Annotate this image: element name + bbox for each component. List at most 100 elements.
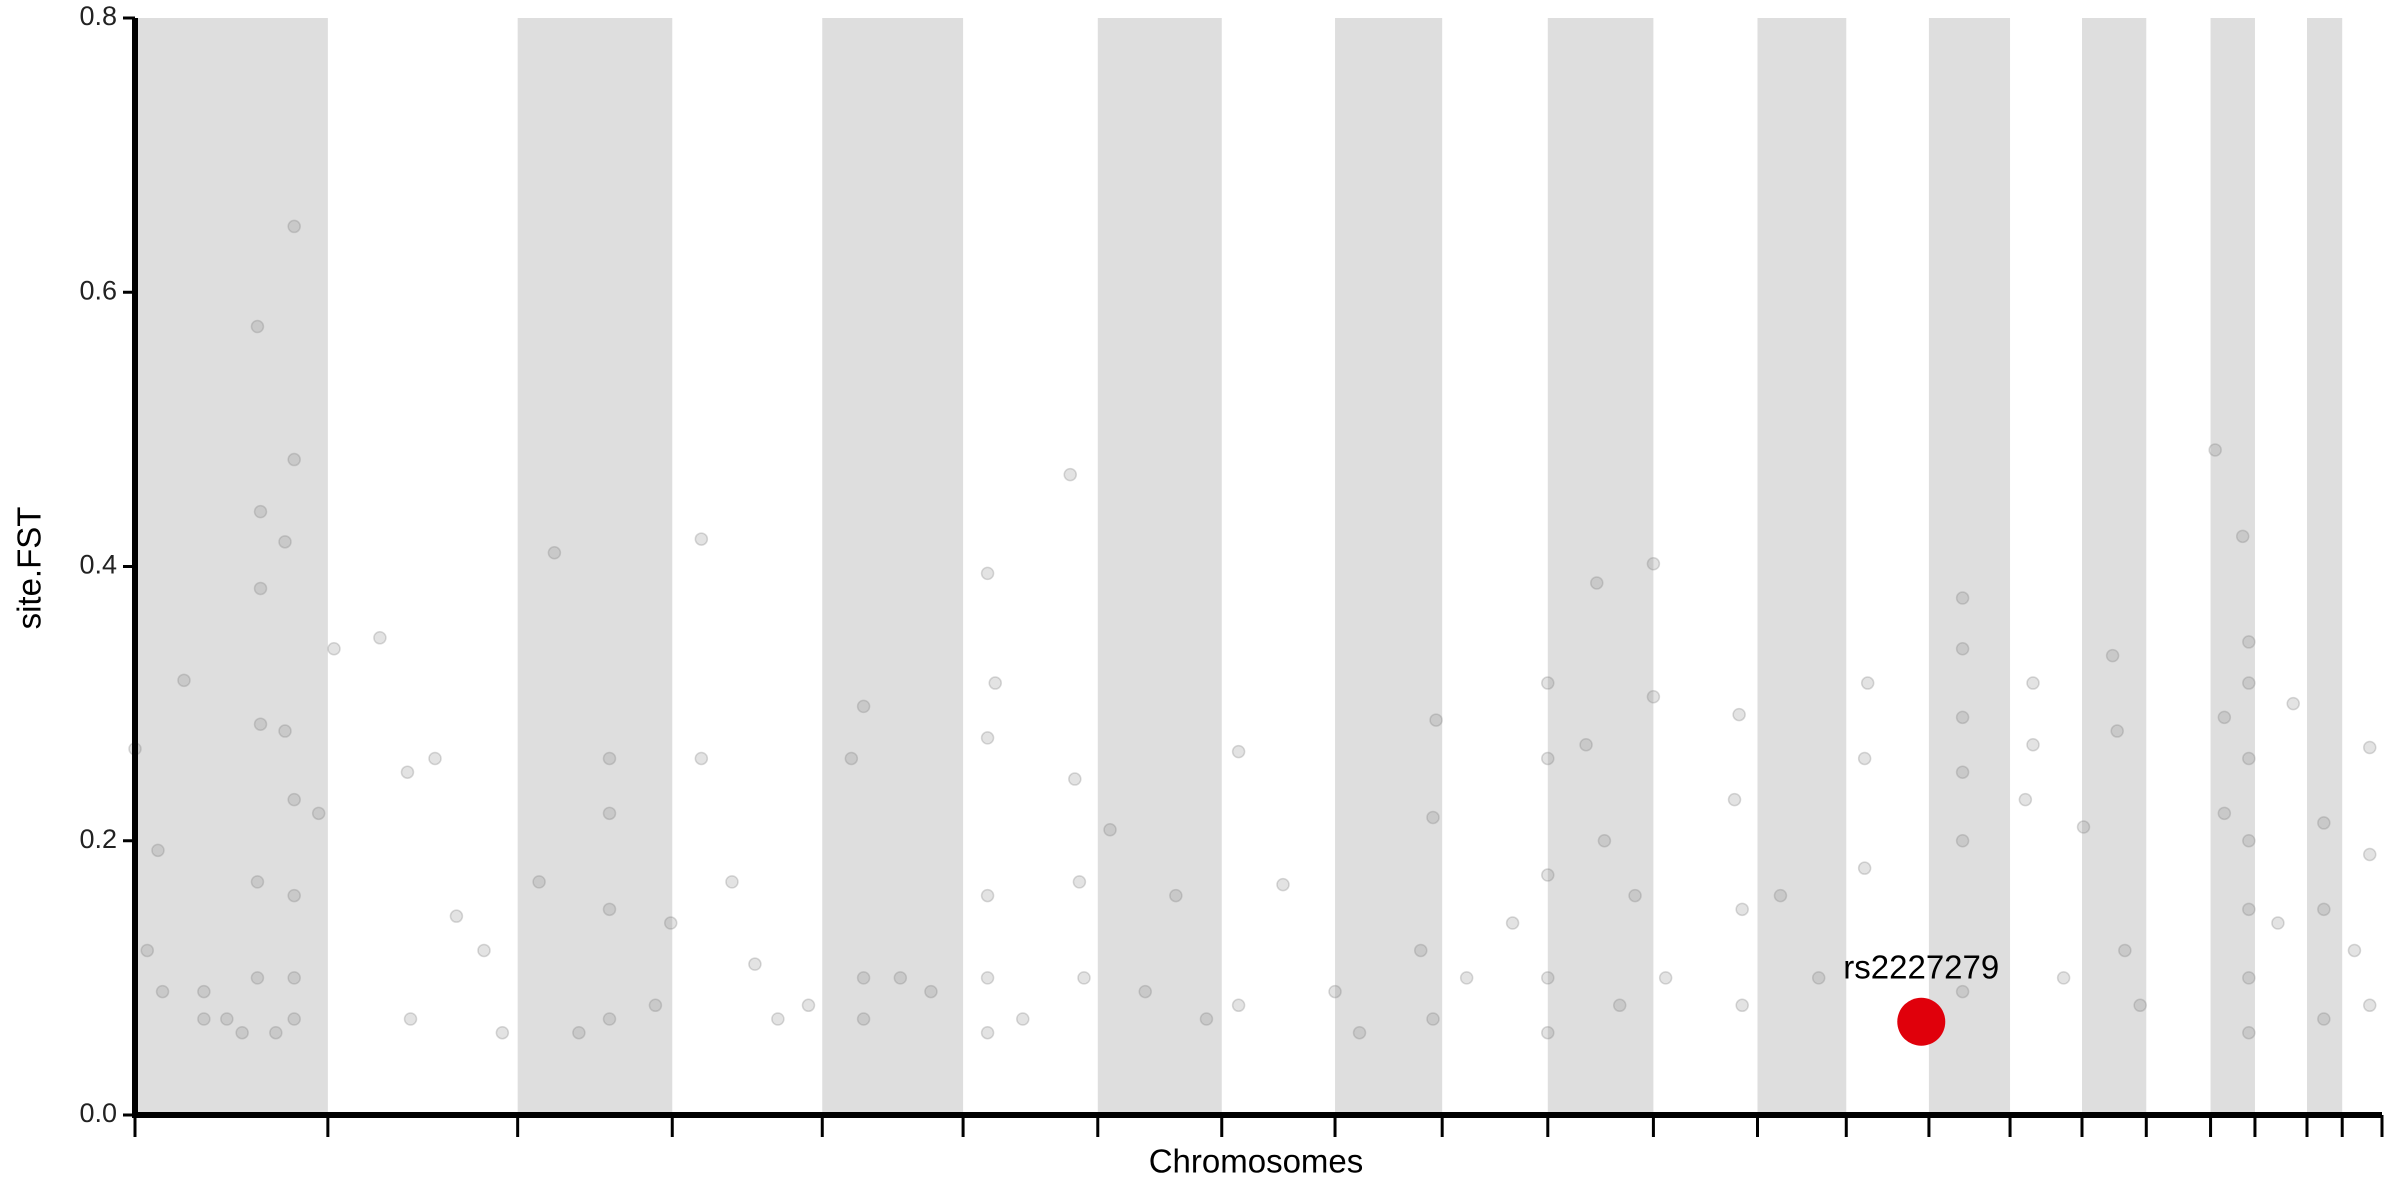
point: [250, 971, 265, 985]
point: [2026, 676, 2040, 690]
point: [1276, 877, 1290, 892]
point: [287, 452, 301, 467]
point: [725, 875, 739, 889]
point: [1955, 591, 1970, 605]
point: [856, 1012, 871, 1026]
point: [1597, 834, 1612, 848]
point: [1541, 751, 1555, 766]
point: [1541, 868, 1555, 882]
chromosome-band: [2081, 18, 2147, 1115]
point: [287, 792, 301, 807]
y-tick-label: 0.4: [79, 550, 117, 580]
point: [924, 984, 938, 999]
point: [428, 751, 442, 766]
y-axis-title: site.FST: [11, 507, 48, 630]
point: [980, 971, 995, 985]
point: [2317, 902, 2331, 917]
point: [2317, 816, 2331, 830]
point: [980, 731, 995, 745]
point: [1857, 861, 1872, 875]
point: [1579, 738, 1593, 752]
y-tick-label: 0.0: [79, 1098, 117, 1128]
point: [602, 1012, 617, 1026]
point: [250, 875, 265, 889]
point: [1426, 810, 1440, 825]
point: [2118, 943, 2132, 958]
point: [602, 806, 617, 821]
point: [1658, 971, 1673, 985]
chromosome-band: [135, 18, 328, 1115]
point: [893, 971, 908, 985]
highlight-point: [1897, 997, 1946, 1046]
point: [220, 1012, 234, 1026]
chromosome-band: [1928, 18, 2011, 1115]
y-tick-label: 0.6: [79, 275, 117, 305]
point: [2110, 724, 2124, 738]
point: [1231, 744, 1246, 759]
point: [1169, 888, 1183, 903]
point: [1541, 676, 1555, 690]
point: [477, 943, 491, 958]
chromosome-band: [822, 18, 964, 1115]
point: [253, 504, 268, 519]
point: [287, 888, 301, 903]
point: [253, 581, 268, 596]
point: [572, 1025, 586, 1040]
point: [532, 875, 546, 889]
point: [2242, 751, 2256, 766]
point: [1735, 998, 1749, 1013]
point: [856, 971, 871, 985]
point: [197, 984, 211, 999]
point: [2133, 998, 2147, 1013]
point: [1068, 772, 1082, 786]
point: [2026, 738, 2040, 752]
point: [2242, 635, 2256, 649]
point: [1541, 971, 1555, 985]
chromosome-band: [2306, 18, 2343, 1115]
chromosome-bands: [135, 18, 2343, 1115]
point: [235, 1025, 249, 1040]
y-tick-label: 0.2: [79, 824, 117, 854]
point: [1860, 676, 1875, 690]
point: [1426, 1012, 1440, 1026]
point: [602, 902, 617, 917]
plot-area: 0.0 0.2 0.4 0.6 0.8 rs2227279: [79, 1, 2384, 1137]
point: [1732, 707, 1746, 722]
point: [400, 765, 415, 779]
point: [140, 943, 154, 958]
point: [1328, 984, 1342, 999]
point: [663, 916, 678, 930]
chromosome-band: [1547, 18, 1654, 1115]
point: [2286, 696, 2300, 711]
point: [771, 1012, 785, 1026]
point: [278, 724, 292, 738]
point: [495, 1025, 510, 1040]
point: [1955, 710, 1970, 725]
point: [1955, 642, 1970, 656]
point: [155, 984, 170, 999]
point: [1063, 467, 1077, 482]
point: [1072, 875, 1087, 889]
point: [1590, 576, 1604, 590]
point: [311, 806, 326, 821]
point: [197, 1012, 211, 1026]
point: [1138, 984, 1152, 999]
point: [980, 1025, 995, 1040]
chromosome-band: [1335, 18, 1443, 1115]
point: [602, 751, 617, 766]
point: [2076, 820, 2091, 834]
point: [287, 1012, 301, 1026]
point: [1628, 888, 1642, 903]
point: [1612, 998, 1627, 1013]
point: [151, 843, 165, 858]
point: [449, 909, 464, 923]
point: [988, 676, 1002, 690]
point: [1505, 916, 1520, 930]
point: [1735, 902, 1749, 917]
point: [1459, 971, 1474, 985]
point: [2105, 648, 2120, 663]
point: [1955, 984, 1970, 999]
point: [2242, 1025, 2256, 1040]
point: [2217, 710, 2232, 725]
